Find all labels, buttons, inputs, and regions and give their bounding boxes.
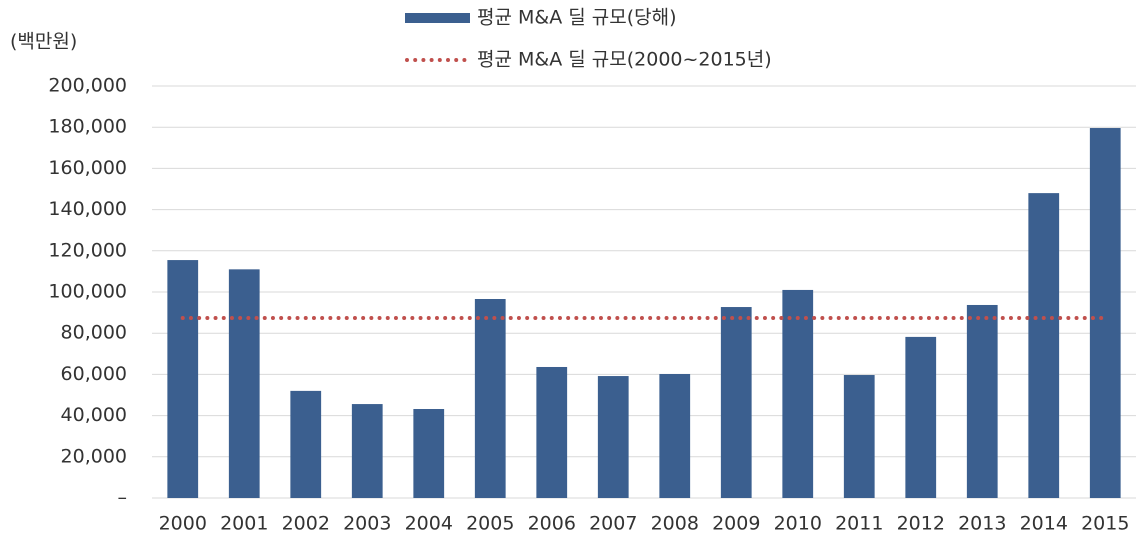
bar (1028, 193, 1060, 498)
x-tick-label: 2001 (220, 513, 268, 535)
x-tick-label: 2013 (958, 513, 1006, 535)
x-tick-label: 2000 (159, 513, 207, 535)
legend-label: 평균 M&A 딜 규모(2000~2015년) (477, 49, 772, 71)
x-tick-label: 2005 (466, 513, 514, 535)
y-tick-label: 40,000 (61, 404, 127, 426)
y-tick-label: 60,000 (61, 363, 127, 385)
bar (659, 373, 691, 498)
y-tick-label: 20,000 (61, 445, 127, 467)
x-tick-label: 2009 (712, 513, 760, 535)
bar (966, 304, 998, 498)
x-tick-label: 2011 (835, 513, 883, 535)
bar (597, 376, 629, 498)
legend-swatch (405, 13, 470, 23)
bar (167, 260, 199, 498)
x-tick-label: 2012 (897, 513, 945, 535)
legend-label: 평균 M&A 딜 규모(당해) (477, 7, 677, 29)
bar (843, 375, 875, 498)
bar (782, 289, 814, 498)
x-tick-label: 2006 (528, 513, 576, 535)
bar (474, 299, 506, 498)
y-tick-label: 180,000 (48, 116, 127, 138)
bar (290, 390, 322, 498)
y-axis-label: (백만원) (10, 31, 77, 53)
bar (1089, 128, 1121, 499)
x-tick-label: 2007 (589, 513, 637, 535)
x-tick-label: 2015 (1081, 513, 1129, 535)
y-tick-label: 80,000 (61, 322, 127, 344)
bar (536, 366, 568, 498)
bar (228, 269, 260, 498)
x-tick-label: 2004 (405, 513, 453, 535)
y-tick-label: 200,000 (48, 75, 127, 97)
bar (413, 409, 445, 498)
x-tick-label: 2003 (343, 513, 391, 535)
x-tick-label: 2010 (774, 513, 822, 535)
y-tick-label: 140,000 (48, 198, 127, 220)
bar (720, 307, 752, 498)
y-tick-label: 100,000 (48, 281, 127, 303)
x-tick-label: 2014 (1020, 513, 1068, 535)
bar (905, 336, 937, 498)
x-tick-label: 2002 (282, 513, 330, 535)
x-tick-label: 2008 (651, 513, 699, 535)
y-tick-label: 120,000 (48, 239, 127, 261)
y-tick-label: – (118, 487, 128, 509)
y-tick-label: 160,000 (48, 157, 127, 179)
bar (351, 404, 383, 498)
